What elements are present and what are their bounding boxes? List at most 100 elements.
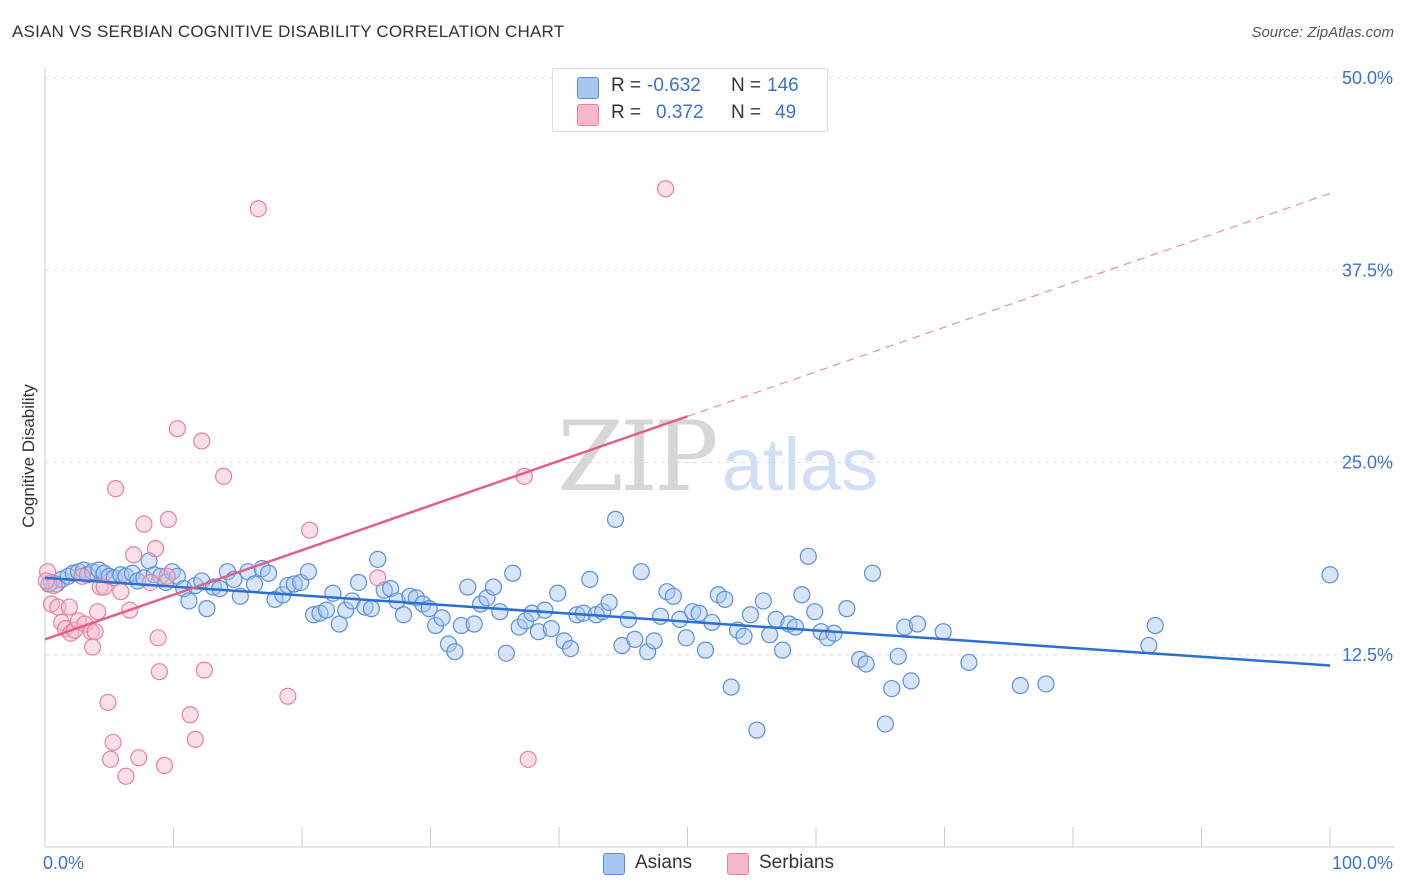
asian-point <box>163 563 181 581</box>
asian-point <box>799 547 817 565</box>
serbian-point <box>99 693 117 712</box>
source-label: Source: ZipAtlas.com <box>1251 24 1394 41</box>
serbian-point <box>104 733 122 752</box>
asian-point <box>741 606 760 624</box>
serbian-point <box>101 750 120 768</box>
legend-asian-r-value: -0.632 <box>647 75 701 96</box>
serbian-point <box>60 598 79 616</box>
asian-point <box>716 590 734 608</box>
asian-point <box>664 587 682 605</box>
asian-point <box>478 589 496 607</box>
asian-point <box>651 607 670 625</box>
asian-point <box>452 616 470 635</box>
serbian-point <box>155 756 174 775</box>
asian-point <box>838 600 856 618</box>
serbian-point <box>130 749 148 767</box>
asian-point <box>561 639 580 658</box>
asian-point <box>504 564 522 582</box>
asian-point <box>645 632 663 650</box>
asian-point <box>754 592 772 610</box>
serbian-point <box>107 480 125 498</box>
serbian-point <box>150 663 168 681</box>
serbian-point <box>159 510 177 529</box>
y-tick-label: 12.5% <box>1342 645 1393 665</box>
asian-point <box>198 600 216 618</box>
asian-point <box>889 647 907 665</box>
asian-swatch <box>577 77 599 99</box>
legend-asian-r-label: R = <box>611 75 642 96</box>
asian-point <box>369 550 387 568</box>
serbian-point <box>112 583 130 601</box>
serbian-point <box>181 706 199 724</box>
legend-asian-n-value: 146 <box>767 75 799 96</box>
asian-point <box>1140 636 1158 655</box>
serbian-point <box>193 432 211 450</box>
serbian-point <box>657 180 675 198</box>
asian-legend-swatch <box>603 853 625 875</box>
asian-point <box>619 610 637 628</box>
asian-point <box>180 592 198 610</box>
asian-point <box>684 603 702 621</box>
serbian-point <box>186 730 204 748</box>
asian-point <box>484 578 503 596</box>
asian-point <box>639 643 657 661</box>
asian-point <box>549 584 567 602</box>
serbian-point <box>369 569 387 587</box>
asian-point <box>299 563 318 581</box>
asian-point <box>536 601 554 619</box>
asian-point <box>394 606 413 624</box>
bottom-legend-serbian-label: Serbians <box>759 852 834 873</box>
legend-serbian-n-label: N = <box>731 102 762 123</box>
watermark: ZIP atlas <box>557 401 878 513</box>
asian-point <box>349 573 368 592</box>
asian-point <box>896 618 914 636</box>
serbian-point <box>146 540 165 558</box>
legend-serbian-r-value: 0.372 <box>656 102 704 123</box>
asian-point <box>330 615 348 633</box>
asian-point <box>459 578 477 596</box>
serbian-point <box>279 687 297 705</box>
asian-point <box>600 593 618 612</box>
asian-point <box>606 510 625 529</box>
asian-point <box>934 623 952 641</box>
asian-point <box>497 644 515 662</box>
asian-point <box>1037 675 1055 693</box>
asian-point <box>748 721 766 739</box>
y-tick-label: 37.5% <box>1342 260 1393 280</box>
serbian-point <box>89 603 107 621</box>
serbian-point <box>135 515 153 533</box>
asian-point <box>1146 616 1164 635</box>
asian-point <box>876 715 894 733</box>
serbian-point <box>168 420 186 438</box>
y-tick-label: 25.0% <box>1342 453 1393 473</box>
serbian-points <box>37 180 675 785</box>
serbian-point <box>215 467 233 485</box>
legend-asian-n-label: N = <box>731 75 762 96</box>
y-axis-label: Cognitive Disability <box>19 384 38 528</box>
serbian-point <box>141 573 159 592</box>
legend: R = -0.632 N = 146 R = 0.372 N = 49 <box>552 68 828 132</box>
asian-point <box>735 627 753 645</box>
serbian-point <box>301 521 319 539</box>
serbian-swatch <box>577 104 599 126</box>
asian-point <box>529 623 548 641</box>
serbian-point <box>249 200 267 218</box>
x-tick-label: 0.0% <box>43 853 84 873</box>
asian-point <box>863 564 882 582</box>
asian-point <box>806 603 824 621</box>
asian-point <box>581 570 599 588</box>
asian-point <box>908 615 927 633</box>
asian-point <box>285 575 303 593</box>
asian-point <box>491 603 509 621</box>
asian-point <box>696 641 715 659</box>
asian-point <box>632 563 650 581</box>
serbian-point <box>125 546 143 564</box>
serbian-point <box>117 767 135 785</box>
asian-point <box>902 672 920 690</box>
y-tick-label: 50.0% <box>1342 68 1393 88</box>
legend-serbian-r-label: R = <box>611 102 642 123</box>
serbian-point <box>149 629 167 647</box>
serbian-point <box>86 623 104 641</box>
x-tick-label: 100.0% <box>1332 853 1393 873</box>
